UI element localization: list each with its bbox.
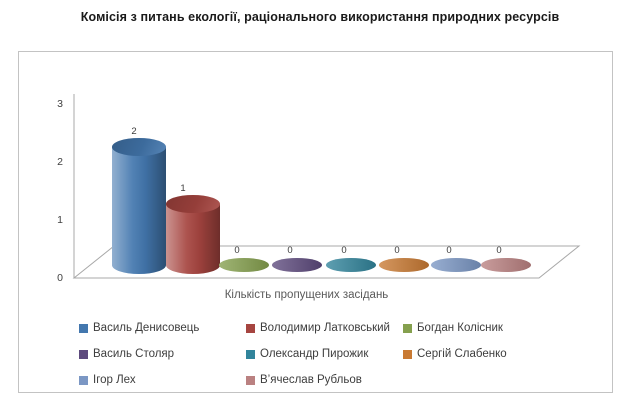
- plot-axes: [72, 94, 581, 279]
- legend-swatch: [403, 349, 412, 359]
- data-label: 1: [180, 183, 186, 194]
- bar-ihor-lekh: [431, 258, 481, 272]
- data-label: 0: [394, 245, 400, 256]
- data-label: 2: [131, 126, 137, 137]
- legend-swatch: [79, 349, 88, 359]
- x-axis-title: Кількість пропущених засідань: [224, 289, 389, 301]
- page-title: Комісія з питань екології, раціонального…: [80, 10, 560, 24]
- bar-vasyl-denysovets: [112, 138, 166, 274]
- legend-swatch: [246, 375, 255, 385]
- chart-area: 3 2 1 0 2 1 0 0 0 0 0 0 Кількіс: [18, 51, 613, 393]
- y-tick-1: 1: [57, 214, 63, 226]
- legend-item: В’ячеслав Рубльов: [246, 374, 362, 386]
- cylinder-top-cap: [166, 195, 220, 213]
- y-tick-2: 2: [57, 156, 63, 168]
- legend-item: Сергій Слабенко: [403, 348, 507, 360]
- legend-label: В’ячеслав Рубльов: [260, 374, 362, 386]
- y-tick-0: 0: [57, 272, 63, 284]
- legend-swatch: [246, 323, 255, 333]
- bar-oleksandr-pyrozhyk: [326, 258, 376, 272]
- legend-label: Богдан Колісник: [417, 322, 503, 334]
- bar-bohdan-kolisnyk: [219, 258, 269, 272]
- legend-item: Богдан Колісник: [403, 322, 503, 334]
- legend-label: Василь Денисовець: [93, 322, 200, 334]
- legend-item: Василь Денисовець: [79, 322, 199, 334]
- bar-volodymyr-latkovskyi: [166, 195, 220, 274]
- legend-label: Володимир Латковський: [260, 322, 390, 334]
- data-label: 0: [287, 245, 293, 256]
- data-label: 0: [496, 245, 502, 256]
- legend-item: Василь Столяр: [79, 348, 174, 360]
- bar-viacheslav-rublov: [481, 258, 531, 272]
- legend-label: Ігор Лех: [93, 374, 136, 386]
- legend-swatch: [246, 349, 255, 359]
- legend-swatch: [79, 323, 88, 333]
- cylinder-top-cap: [112, 138, 166, 156]
- legend-item: Олександр Пирожик: [246, 348, 368, 360]
- legend-item: Ігор Лех: [79, 374, 136, 386]
- legend-swatch: [403, 323, 412, 333]
- y-tick-3: 3: [57, 98, 63, 110]
- legend-label: Сергій Слабенко: [417, 348, 507, 360]
- bar-serhii-slabenko: [379, 258, 429, 272]
- cylinder-body: [166, 204, 220, 265]
- data-label: 0: [341, 245, 347, 256]
- legend-item: Володимир Латковський: [246, 322, 390, 334]
- legend-label: Олександр Пирожик: [260, 348, 369, 360]
- bar-vasyl-stoliar: [272, 258, 322, 272]
- data-label: 0: [446, 245, 452, 256]
- legend-swatch: [79, 375, 88, 385]
- data-label: 0: [234, 245, 240, 256]
- cylinder-body: [112, 147, 166, 265]
- legend-label: Василь Столяр: [93, 348, 175, 360]
